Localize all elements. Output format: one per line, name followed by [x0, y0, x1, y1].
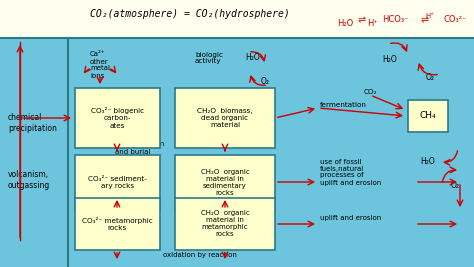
- Text: H₂O: H₂O: [383, 56, 397, 65]
- Text: chemical
precipitation: chemical precipitation: [8, 113, 57, 133]
- Text: CO₃²⁻ metamorphic
rocks: CO₃²⁻ metamorphic rocks: [82, 217, 153, 231]
- Bar: [175, 198, 275, 250]
- Bar: [75, 88, 160, 148]
- Text: ⇌: ⇌: [421, 15, 429, 25]
- Text: O₂: O₂: [261, 77, 270, 87]
- Text: H⁺: H⁺: [426, 13, 435, 19]
- Text: CH₂O  organic
material in
metamorphic
rocks: CH₂O organic material in metamorphic roc…: [201, 210, 249, 238]
- Text: H₂O: H₂O: [420, 158, 436, 167]
- Text: Ca²⁺
other
metal
ions: Ca²⁺ other metal ions: [90, 52, 110, 78]
- Text: CO₃²⁻ biogenic
carbon-
ates: CO₃²⁻ biogenic carbon- ates: [91, 108, 144, 128]
- Bar: [175, 88, 275, 148]
- Text: ⇌: ⇌: [358, 15, 366, 25]
- Bar: [75, 155, 160, 210]
- Text: CH₂O  organic
material in
sedimentary
rocks: CH₂O organic material in sedimentary roc…: [201, 169, 249, 196]
- Text: volcanism,
outgassing: volcanism, outgassing: [8, 170, 50, 190]
- Text: uplift and erosion: uplift and erosion: [320, 215, 381, 221]
- Text: fermentation: fermentation: [320, 102, 367, 108]
- Text: biologic
activity: biologic activity: [195, 52, 223, 65]
- Text: use of fossil
fuels,natural
processes of
uplift and erosion: use of fossil fuels,natural processes of…: [320, 159, 381, 186]
- Text: O₂: O₂: [426, 73, 435, 83]
- Bar: [175, 155, 275, 210]
- Text: CO₃²⁻ sediment-
ary rocks: CO₃²⁻ sediment- ary rocks: [88, 176, 147, 189]
- Text: CO₂: CO₂: [363, 89, 377, 95]
- Text: H₂O: H₂O: [246, 53, 260, 62]
- Text: O₂: O₂: [450, 180, 459, 190]
- Text: H₂O: H₂O: [337, 19, 353, 29]
- Text: sedimentation
and burial: sedimentation and burial: [115, 142, 165, 155]
- Text: CO₂(atmosphere) = CO₂(hydrosphere): CO₂(atmosphere) = CO₂(hydrosphere): [90, 9, 290, 19]
- Text: CH₂O  biomass,
dead organic
material: CH₂O biomass, dead organic material: [197, 108, 253, 128]
- Text: CO₃²⁻: CO₃²⁻: [443, 15, 467, 25]
- Bar: [0, 0, 474, 38]
- Text: deep burial: deep burial: [120, 189, 160, 195]
- Text: CH₄: CH₄: [419, 112, 436, 120]
- Text: oxidation by reaction: oxidation by reaction: [163, 252, 237, 258]
- Bar: [75, 198, 160, 250]
- Text: HCO₃⁻: HCO₃⁻: [382, 15, 408, 25]
- Bar: [408, 100, 448, 132]
- Text: H⁺: H⁺: [367, 19, 378, 29]
